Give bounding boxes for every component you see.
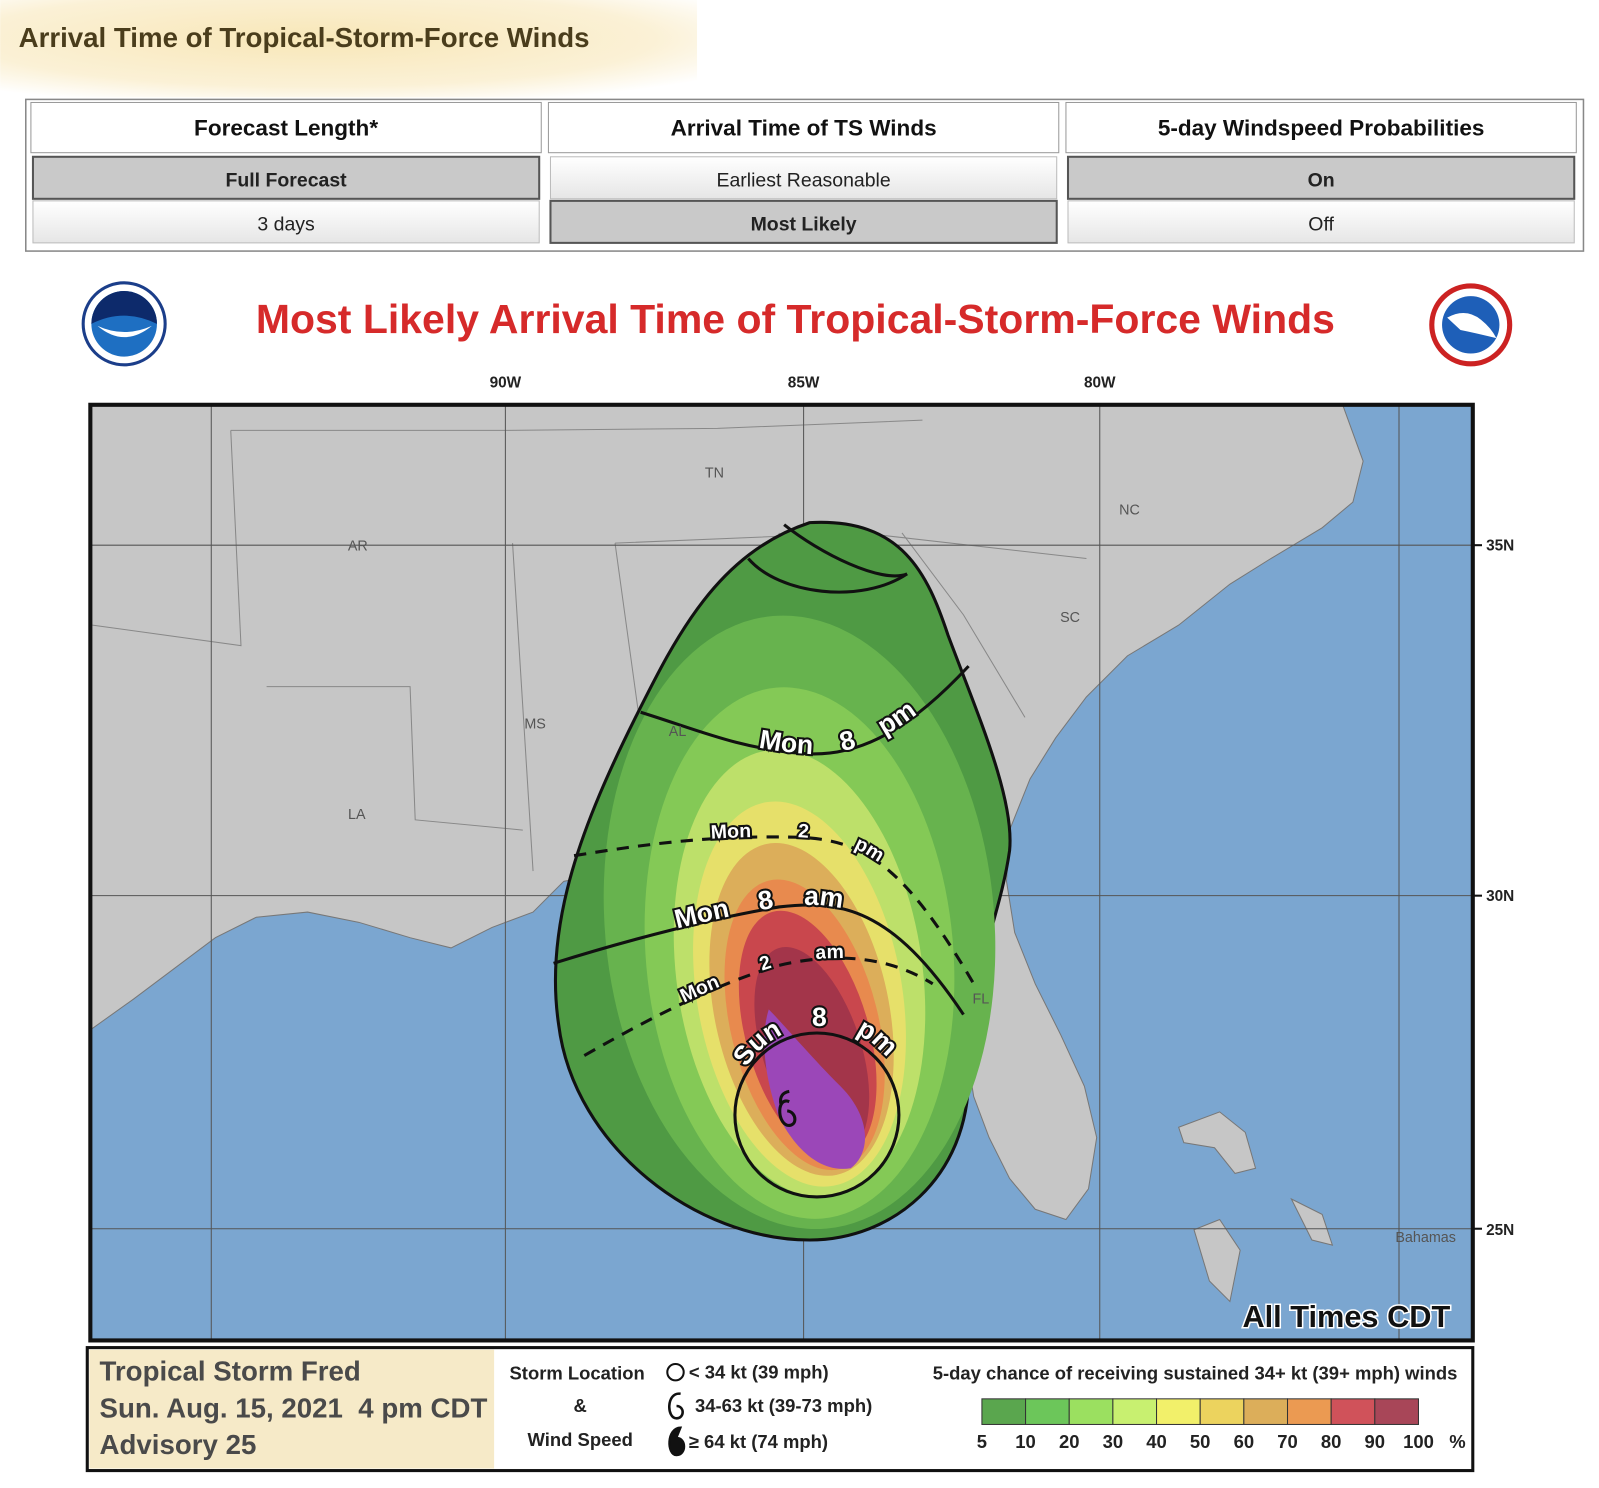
legend-symbol [668,1426,686,1457]
state-label: TN [705,466,724,482]
scale-bin [1330,1398,1376,1425]
corner-note: All Times CDT [1242,1299,1450,1334]
legend-item: < 34 kt (39 mph) [689,1361,829,1382]
scale-bin [1286,1398,1332,1425]
state-label: AL [669,724,687,740]
option-text[interactable]: Full Forecast [225,170,347,192]
scale-bin [981,1398,1027,1425]
state-label: FL [973,991,990,1007]
options-table: Forecast Length* Arrival Time of TS Winds… [25,98,1585,252]
scale-label: 80 [1321,1431,1342,1452]
lat-ticks [1472,544,1483,1230]
option-cell[interactable] [32,200,540,244]
probability-cone [553,520,1012,1242]
legend-title: & [574,1395,587,1416]
lat-label: 30N [1486,888,1514,905]
option-text[interactable]: Earliest Reasonable [716,170,890,192]
arrival-lines [552,664,976,1199]
legend: Tropical Storm Fred Sun. Aug. 15, 2021 4… [85,1346,1475,1473]
header-text: Arrival Time of TS Winds [671,115,937,140]
nws-logo [1429,283,1513,367]
header-text: 5-day Windspeed Probabilities [1158,115,1485,140]
state-label: NC [1119,502,1140,518]
state-label: AR [348,538,368,554]
option-cell[interactable] [31,155,541,200]
scale-label: 90 [1365,1431,1386,1452]
scale-label: 30 [1103,1431,1124,1452]
map-title: Most Likely Arrival Time of Tropical-Sto… [256,296,1335,342]
option-cell[interactable] [549,199,1058,244]
option-cell[interactable] [1066,155,1576,200]
lon-label: 90W [490,374,522,391]
header-cell [547,101,1060,154]
state-label: SC [1060,610,1080,626]
scale-bin [1112,1398,1158,1425]
legend-symbol [668,1392,684,1420]
lat-label: 35N [1486,537,1514,554]
map-frame [88,402,1475,1343]
scale-bin [1243,1398,1289,1425]
scale-bin [1025,1398,1070,1425]
option-cell[interactable] [549,156,1058,200]
scale-label: 50 [1190,1431,1211,1452]
scale-bin [1374,1398,1419,1425]
scale-label: 40 [1146,1431,1167,1452]
header-text: Forecast Length* [194,115,378,140]
advisory: Advisory 25 [100,1429,257,1460]
lat-label: 25N [1486,1222,1514,1239]
state-label: MS [524,717,546,733]
storm-date: Sun. Aug. 15, 2021 4 pm CDT [100,1392,488,1423]
map: Mon 8 pm Mon 2 pm Mon 8 am Mon 2 am Sun … [90,404,1473,1341]
place-label: Bahamas [1395,1230,1456,1246]
storm-symbol [778,1089,797,1127]
legend-item: 34-63 kt (39-73 mph) [695,1395,872,1416]
legend-title: Wind Speed [528,1429,633,1450]
option-text[interactable]: On [1308,170,1335,192]
lon-label: 80W [1084,374,1116,391]
lon-label: 85W [788,374,820,391]
scale-label: 70 [1277,1431,1298,1452]
scale-title: 5-day chance of receiving sustained 34+ … [933,1362,1458,1383]
page-title: Arrival Time of Tropical-Storm-Force Win… [19,22,590,53]
legend-title: Storm Location [510,1362,645,1383]
scale-label: 60 [1234,1431,1255,1452]
noaa-logo [81,281,167,367]
header-glow [0,0,698,98]
scale-label: 20 [1059,1431,1080,1452]
scale-label: 100 [1403,1431,1434,1452]
islands [1178,1111,1334,1303]
scale-bin [1199,1398,1245,1425]
scale-bin [1156,1398,1201,1425]
option-text[interactable]: Off [1308,214,1334,236]
header-cell [30,101,542,154]
legend-item: ≥ 64 kt (74 mph) [689,1431,828,1452]
scale-unit: % [1449,1431,1465,1452]
option-cell[interactable] [1067,200,1575,244]
storm-name: Tropical Storm Fred [100,1355,361,1386]
option-text[interactable]: 3 days [257,214,315,236]
state-label: LA [348,807,366,823]
legend-symbol [666,1362,685,1382]
option-text[interactable]: Most Likely [751,214,857,236]
header-cell [1065,101,1577,154]
scale-bin [1068,1398,1114,1425]
scale-label: 5 [977,1431,987,1452]
scale-label: 10 [1015,1431,1036,1452]
